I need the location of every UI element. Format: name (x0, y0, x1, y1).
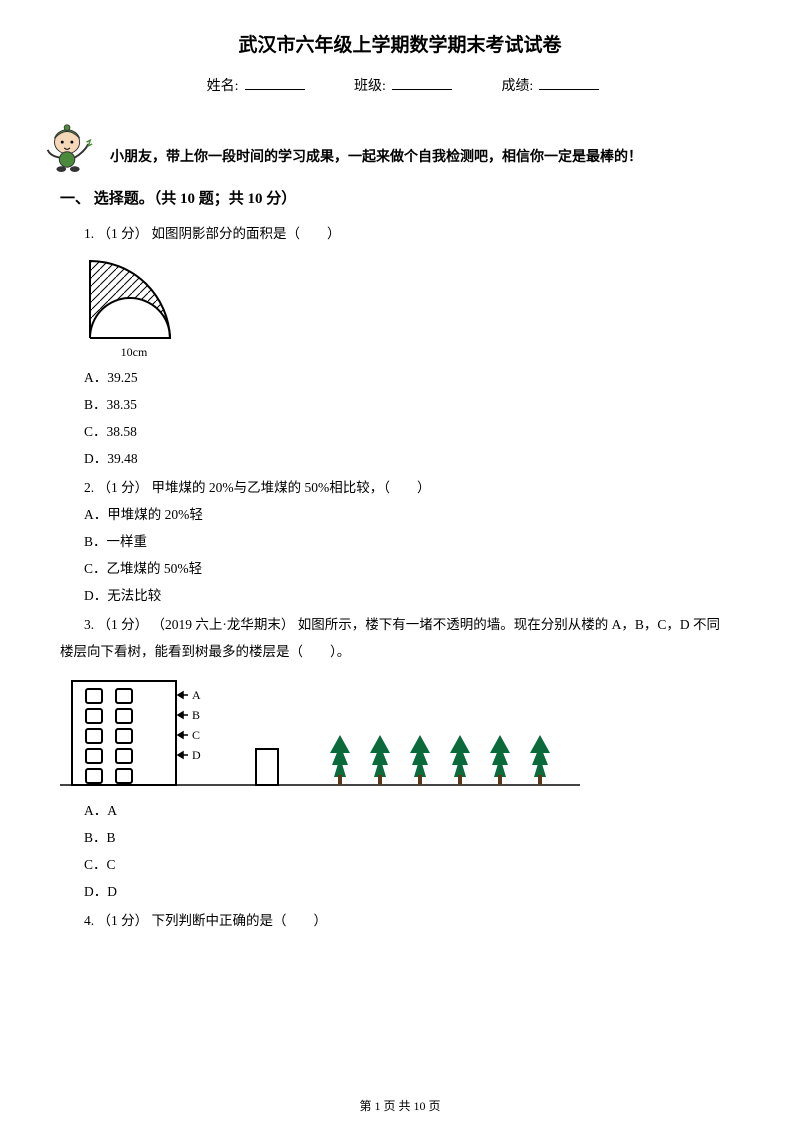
name-blank[interactable] (245, 89, 305, 90)
q2-option-a: A．甲堆煤的 20%轻 (84, 501, 740, 528)
q1-stem: 1. （1 分） 如图阴影部分的面积是（ ） (84, 220, 740, 247)
svg-text:A: A (192, 688, 201, 702)
q3-option-c: C．C (84, 851, 740, 878)
class-label: 班级: (354, 79, 386, 94)
q3-stem-line1: 3. （1 分） （2019 六上·龙华期末） 如图所示，楼下有一堵不透明的墙。… (84, 611, 740, 638)
q2-option-c: C．乙堆煤的 50%轻 (84, 555, 740, 582)
svg-text:D: D (192, 748, 201, 762)
q4-stem: 4. （1 分） 下列判断中正确的是（ ） (84, 907, 740, 934)
q2-stem: 2. （1 分） 甲堆煤的 20%与乙堆煤的 50%相比较，（ ） (84, 474, 740, 501)
section-1-heading: 一、 选择题。（共 10 题；共 10 分） (60, 187, 740, 208)
q1-option-d: D．39.48 (84, 445, 740, 472)
q3-option-a: A．A (84, 797, 740, 824)
q1-option-c: C．38.58 (84, 418, 740, 445)
svg-text:C: C (192, 728, 200, 742)
mascot-row: 小朋友，带上你一段时间的学习成果，一起来做个自我检测吧，相信你一定是最棒的！ (60, 117, 740, 173)
q1-option-b: B．38.35 (84, 391, 740, 418)
greeting-text: 小朋友，带上你一段时间的学习成果，一起来做个自我检测吧，相信你一定是最棒的！ (110, 147, 642, 173)
page-title: 武汉市六年级上学期数学期末考试试卷 (60, 30, 740, 57)
svg-text:B: B (192, 708, 200, 722)
score-label: 成绩: (501, 79, 533, 94)
q3-option-d: D．D (84, 878, 740, 905)
class-blank[interactable] (392, 89, 452, 90)
q2-option-b: B．一样重 (84, 528, 740, 555)
q2-option-d: D．无法比较 (84, 582, 740, 609)
q1-option-a: A．39.25 (84, 364, 740, 391)
info-line: 姓名: 班级: 成绩: (60, 75, 740, 95)
mascot-icon (40, 117, 98, 173)
q3-option-b: B．B (84, 824, 740, 851)
page-footer: 第 1 页 共 10 页 (0, 1097, 800, 1114)
q3-figure: A B C D (60, 673, 740, 791)
q1-figure-label: 10cm (84, 345, 184, 360)
q3-stem-line2: 楼层向下看树，能看到树最多的楼层是（ ）。 (60, 638, 740, 665)
score-blank[interactable] (539, 89, 599, 90)
name-label: 姓名: (207, 79, 239, 94)
q1-figure (84, 253, 740, 343)
